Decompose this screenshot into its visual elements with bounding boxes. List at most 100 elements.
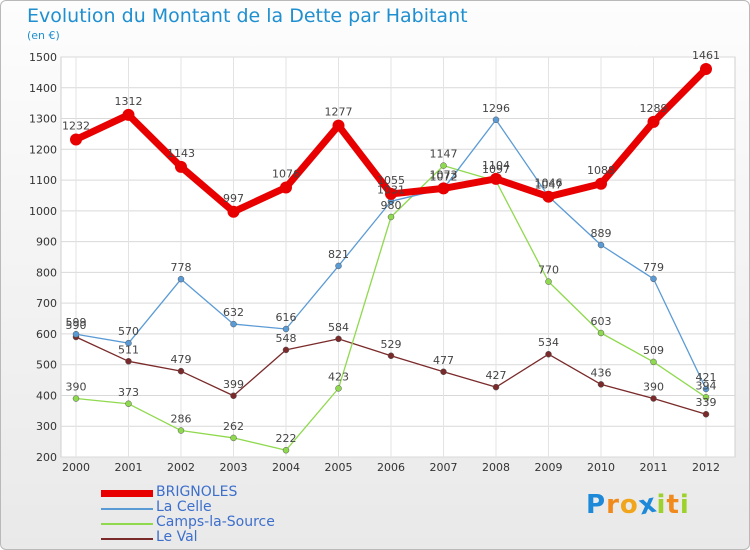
data-point [125,358,132,365]
y-tick-label: 1500 [29,51,57,64]
proxiti-logo: Proxiti [586,488,690,521]
data-point [282,325,290,333]
data-point [595,177,607,190]
data-point [650,275,657,283]
data-point [650,395,657,402]
data-point [282,346,290,354]
data-label: 1143 [167,147,195,160]
y-tick-label: 1000 [29,205,57,218]
x-tick-label: 2002 [167,461,195,474]
legend-swatch [101,490,153,497]
data-label: 616 [276,311,297,324]
data-point [385,187,397,200]
x-tick-label: 2005 [325,461,353,474]
logo-letter: r [606,490,620,520]
data-point [702,385,710,393]
data-point [335,335,342,343]
y-tick-label: 300 [36,420,57,433]
x-tick-label: 2000 [62,461,90,474]
logo-letter: i [656,490,667,520]
data-label: 1076 [272,167,300,180]
legend-swatch [101,523,153,525]
x-tick-label: 2008 [482,461,510,474]
data-point [542,190,555,203]
data-label: 1277 [325,106,353,119]
data-label: 421 [696,371,717,384]
data-label: 1461 [692,49,720,62]
data-point [177,367,185,375]
chart-subtitle: (en €) [27,29,60,42]
data-label: 1104 [482,159,510,172]
data-label: 1232 [62,119,90,132]
y-tick-label: 400 [36,389,57,402]
data-point [230,434,237,442]
legend-label: Le Val [156,529,198,545]
data-label: 1072 [430,171,458,184]
y-tick-label: 1400 [29,82,57,95]
chart-title: Evolution du Montant de la Dette par Hab… [27,5,468,27]
data-point [175,160,187,173]
data-point [702,410,710,418]
data-label: 778 [171,261,192,274]
data-label: 548 [276,332,297,345]
y-tick-label: 500 [36,359,57,372]
data-point [72,330,80,338]
data-point [440,368,447,376]
legend-item: Le Val [101,529,361,546]
data-label: 1073 [430,168,458,181]
data-label: 509 [643,344,664,357]
data-label: 390 [66,381,87,394]
legend-label: Camps-la-Source [156,514,275,530]
data-label: 394 [696,379,717,392]
data-point [597,381,605,388]
data-label: 821 [328,248,349,261]
legend-label: La Celle [156,499,212,515]
data-point [492,116,500,124]
data-label: 997 [223,192,244,205]
data-point [177,427,185,434]
data-point [335,385,342,392]
data-point [70,133,82,146]
legend-swatch [101,538,153,540]
x-tick-label: 2007 [430,461,458,474]
logo-letter: i [679,490,690,520]
legend-swatch [101,508,153,510]
y-tick-label: 200 [36,451,57,464]
x-tick-label: 2010 [587,461,615,474]
data-point [227,205,240,218]
legend-label: BRIGNOLES [156,484,238,500]
x-tick-label: 2004 [272,461,300,474]
data-point [597,241,605,249]
data-label: 286 [171,413,192,426]
data-label: 1055 [377,174,405,187]
data-point [545,278,552,285]
data-label: 1031 [377,183,405,196]
data-label: 603 [591,315,612,328]
data-point [597,329,605,337]
legend: BRIGNOLES La Celle Camps-la-Source Le Val [101,484,361,546]
y-tick-label: 800 [36,266,57,279]
logo-letter: P [586,490,607,520]
data-label: 1289 [640,102,668,115]
data-label: 477 [433,354,454,367]
data-label: 373 [118,386,139,399]
data-label: 779 [643,261,664,274]
data-label: 1046 [535,177,563,190]
data-point [122,108,135,121]
y-tick-label: 1100 [29,174,57,187]
logo-letter: t [666,490,680,520]
x-tick-label: 2009 [535,461,563,474]
y-tick-label: 700 [36,297,57,310]
data-label: 1312 [115,95,143,108]
data-label: 427 [486,369,507,382]
data-point [125,400,132,408]
data-label: 529 [381,338,402,351]
data-label: 479 [171,353,192,366]
data-label: 390 [643,381,664,394]
data-label: 1147 [430,148,458,161]
logo-letter: o [619,490,639,520]
legend-item: Camps-la-Source [101,514,361,531]
data-point [230,320,237,328]
